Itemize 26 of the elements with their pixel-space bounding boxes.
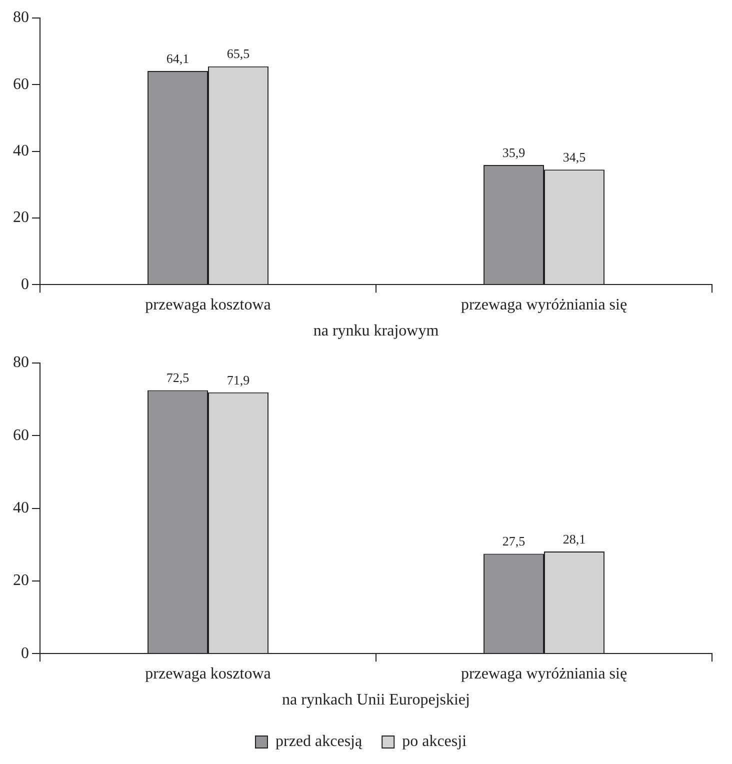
y-tick-label: 60 bbox=[13, 426, 29, 444]
x-tick-label: przewaga wyróżniania się bbox=[460, 296, 628, 314]
x-tick-label: przewaga wyróżniania się bbox=[460, 665, 628, 682]
x-axis-title: na rynku krajowym bbox=[313, 322, 440, 340]
y-tick-label: 40 bbox=[13, 500, 29, 517]
y-tick-label: 80 bbox=[13, 354, 29, 372]
y-tick-label: 80 bbox=[13, 9, 29, 26]
data-label: 64,1 bbox=[166, 50, 190, 66]
legend-label: przed akcesją bbox=[275, 733, 363, 750]
data-label: 71,9 bbox=[226, 372, 250, 388]
y-tick-label: 40 bbox=[13, 142, 29, 160]
y-tick-label: 60 bbox=[13, 76, 29, 93]
y-tick-label: 20 bbox=[13, 209, 29, 226]
x-axis-title: na rynkach Unii Europejskiej bbox=[282, 692, 470, 709]
data-label: 35,9 bbox=[502, 144, 526, 160]
y-tick-label: 0 bbox=[21, 276, 29, 293]
x-tick-label: przewaga kosztowa bbox=[145, 665, 271, 682]
data-label: 65,5 bbox=[226, 46, 250, 62]
data-label: 28,1 bbox=[562, 531, 586, 546]
data-label: 72,5 bbox=[166, 370, 190, 386]
data-label: 34,5 bbox=[562, 150, 586, 165]
legend-label: po akcesji bbox=[402, 733, 468, 750]
y-tick-label: 0 bbox=[21, 644, 29, 662]
y-tick-label: 20 bbox=[13, 572, 29, 590]
data-label: 27,5 bbox=[502, 534, 526, 549]
x-tick-label: przewaga kosztowa bbox=[145, 296, 271, 314]
